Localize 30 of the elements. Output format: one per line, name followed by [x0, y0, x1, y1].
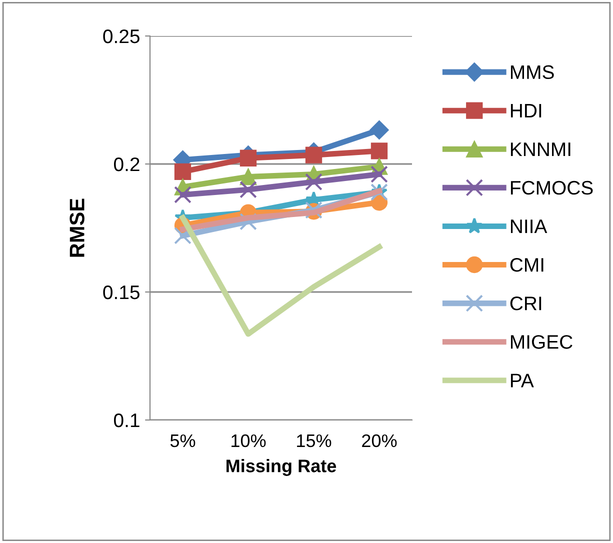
y-tick-label: 0.2 — [114, 157, 140, 172]
x-axis-title: Missing Rate — [226, 459, 336, 476]
x-tick-label: 20% — [362, 434, 397, 448]
point — [240, 168, 257, 186]
point — [305, 173, 322, 191]
x-tick-label: 15% — [297, 434, 332, 448]
point — [174, 186, 192, 204]
legend-label: CMI — [510, 258, 544, 272]
point — [240, 180, 257, 198]
legend-label: NIIA — [510, 220, 548, 234]
legend-label: MMS — [510, 65, 554, 80]
legend-label: PA — [510, 374, 534, 388]
legend-label: FCMOCS — [510, 180, 593, 195]
y-tick-label: 0.25 — [103, 29, 140, 44]
point — [174, 163, 192, 180]
point — [305, 146, 322, 164]
legend-label: KNNMI — [510, 142, 570, 156]
point — [240, 150, 257, 166]
legend-label: HDI — [510, 104, 542, 118]
y-tick-label: 0.1 — [114, 413, 140, 428]
x-tick-label: 5% — [170, 434, 196, 448]
legend-label: CRI — [510, 296, 542, 310]
point — [370, 166, 388, 183]
y-axis-title: RMSE — [70, 198, 84, 257]
y-tick-label: 0.15 — [103, 285, 140, 300]
point — [370, 142, 388, 160]
point — [240, 212, 257, 230]
point — [370, 120, 389, 140]
legend-label: MIGEC — [510, 335, 572, 349]
x-tick-label: 10% — [232, 434, 266, 448]
